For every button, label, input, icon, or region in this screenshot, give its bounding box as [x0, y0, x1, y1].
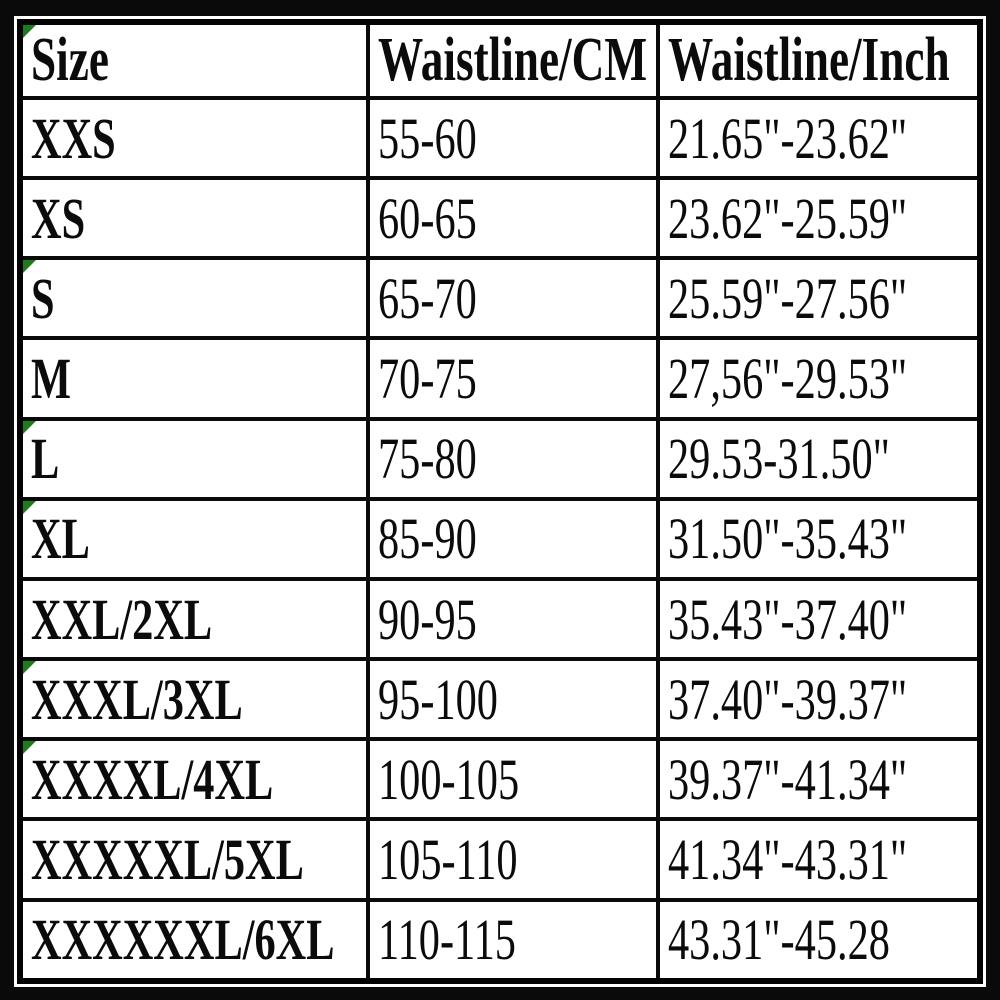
- waistline-cm-value: 70-75: [378, 346, 478, 412]
- cell-error-marker-icon: [24, 502, 36, 514]
- table-row: M 70-75 27,56"-29.53": [17, 336, 982, 421]
- size-cell: M: [17, 336, 371, 421]
- size-chart-table: Size Waistline/CM Waistline/Inch XXS 55-…: [17, 19, 983, 984]
- waistline-inch-value: 37.40"-39.37": [668, 666, 908, 732]
- waistline-inch-value: 31.50"-35.43": [668, 506, 908, 572]
- waistline-inch-cell: 31.50"-35.43": [656, 496, 982, 581]
- waistline-inch-value: 43.31"-45.28: [668, 907, 891, 973]
- cell-error-marker-icon: [24, 262, 36, 274]
- waistline-inch-value: 27,56"-29.53": [668, 346, 908, 412]
- size-cell: L: [17, 416, 371, 501]
- size-value: XS: [31, 185, 86, 251]
- cell-error-marker-icon: [24, 743, 36, 755]
- waistline-inch-cell: 39.37"-41.34": [656, 737, 982, 822]
- header-label-waistline-cm: Waistline/CM: [378, 26, 648, 94]
- size-cell: XXXL/3XL: [17, 657, 371, 742]
- waistline-inch-cell: 27,56"-29.53": [656, 336, 982, 421]
- waistline-cm-value: 110-115: [378, 907, 517, 973]
- table-row: XXXXXXL/6XL 110-115 43.31"-45.28: [17, 897, 982, 984]
- waistline-cm-value: 100-105: [378, 746, 520, 812]
- size-value: M: [31, 346, 71, 412]
- size-value: XL: [31, 506, 90, 572]
- waistline-inch-value: 35.43"-37.40": [668, 586, 908, 652]
- waistline-inch-value: 21.65"-23.62": [668, 105, 908, 171]
- size-cell: XL: [17, 496, 371, 581]
- waistline-inch-value: 29.53-31.50": [668, 426, 891, 492]
- waistline-inch-cell: 21.65"-23.62": [656, 95, 982, 181]
- size-cell: XS: [17, 176, 371, 261]
- table-row: XS 60-65 23.62"-25.59": [17, 176, 982, 261]
- waistline-cm-value: 85-90: [378, 506, 478, 572]
- waistline-cm-value: 95-100: [378, 666, 499, 732]
- waistline-inch-cell: 37.40"-39.37": [656, 657, 982, 742]
- table-row: S 65-70 25.59"-27.56": [17, 256, 982, 341]
- header-label-size: Size: [31, 26, 109, 94]
- waistline-inch-cell: 23.62"-25.59": [656, 176, 982, 261]
- waistline-inch-cell: 25.59"-27.56": [656, 256, 982, 341]
- waistline-cm-value: 60-65: [378, 185, 478, 251]
- header-label-waistline-inch: Waistline/Inch: [668, 26, 951, 94]
- table-row: XXS 55-60 21.65"-23.62": [17, 95, 982, 181]
- table-body: XXS 55-60 21.65"-23.62" XS 60-65 23.62"-…: [17, 95, 982, 984]
- waistline-cm-cell: 55-60: [366, 95, 661, 181]
- table-row: XL 85-90 31.50"-35.43": [17, 496, 982, 581]
- waistline-cm-value: 65-70: [378, 265, 478, 331]
- size-cell: XXXXXL/5XL: [17, 817, 371, 902]
- waistline-cm-cell: 105-110: [366, 817, 661, 902]
- size-value: XXXL/3XL: [31, 666, 243, 732]
- size-value: XXXXL/4XL: [31, 746, 274, 812]
- waistline-inch-value: 39.37"-41.34": [668, 746, 908, 812]
- waistline-cm-cell: 60-65: [366, 176, 661, 261]
- size-cell: S: [17, 256, 371, 341]
- waistline-cm-cell: 75-80: [366, 416, 661, 501]
- table-row: XXXXXL/5XL 105-110 41.34"-43.31": [17, 817, 982, 902]
- waistline-cm-cell: 65-70: [366, 256, 661, 341]
- header-cell-waistline-inch: Waistline/Inch: [656, 20, 982, 100]
- waistline-cm-cell: 100-105: [366, 737, 661, 822]
- header-row: Size Waistline/CM Waistline/Inch: [17, 20, 982, 100]
- waistline-cm-cell: 95-100: [366, 657, 661, 742]
- header-cell-waistline-cm: Waistline/CM: [366, 20, 661, 100]
- size-cell: XXL/2XL: [17, 576, 371, 662]
- cell-error-marker-icon: [24, 26, 36, 38]
- waistline-cm-cell: 85-90: [366, 496, 661, 581]
- waistline-inch-cell: 29.53-31.50": [656, 416, 982, 501]
- header-cell-size: Size: [17, 20, 371, 100]
- size-value: XXS: [31, 105, 116, 171]
- table-row: XXXXL/4XL 100-105 39.37"-41.34": [17, 737, 982, 822]
- table-row: L 75-80 29.53-31.50": [17, 416, 982, 501]
- size-cell: XXXXL/4XL: [17, 737, 371, 822]
- waistline-cm-value: 75-80: [378, 426, 478, 492]
- cell-error-marker-icon: [24, 422, 36, 434]
- cell-error-marker-icon: [24, 663, 36, 675]
- waistline-cm-value: 105-110: [378, 826, 519, 892]
- waistline-inch-value: 23.62"-25.59": [668, 185, 908, 251]
- waistline-inch-cell: 43.31"-45.28: [656, 897, 982, 984]
- waistline-cm-value: 55-60: [378, 105, 478, 171]
- size-value: L: [31, 426, 60, 492]
- waistline-inch-cell: 35.43"-37.40": [656, 576, 982, 662]
- size-value: XXXXXL/5XL: [31, 826, 304, 892]
- size-chart-sheet: Size Waistline/CM Waistline/Inch XXS 55-…: [14, 16, 986, 987]
- size-cell: XXS: [17, 95, 371, 181]
- waistline-inch-cell: 41.34"-43.31": [656, 817, 982, 902]
- size-cell: XXXXXXL/6XL: [17, 897, 371, 984]
- waistline-inch-value: 41.34"-43.31": [668, 826, 908, 892]
- table-row: XXXL/3XL 95-100 37.40"-39.37": [17, 657, 982, 742]
- waistline-cm-cell: 70-75: [366, 336, 661, 421]
- waistline-cm-cell: 110-115: [366, 897, 661, 984]
- waistline-cm-cell: 90-95: [366, 576, 661, 662]
- size-value: S: [31, 265, 55, 331]
- size-value: XXL/2XL: [31, 586, 213, 652]
- waistline-cm-value: 90-95: [378, 586, 478, 652]
- waistline-inch-value: 25.59"-27.56": [668, 265, 908, 331]
- table-row: XXL/2XL 90-95 35.43"-37.40": [17, 576, 982, 662]
- size-value: XXXXXXL/6XL: [31, 907, 335, 973]
